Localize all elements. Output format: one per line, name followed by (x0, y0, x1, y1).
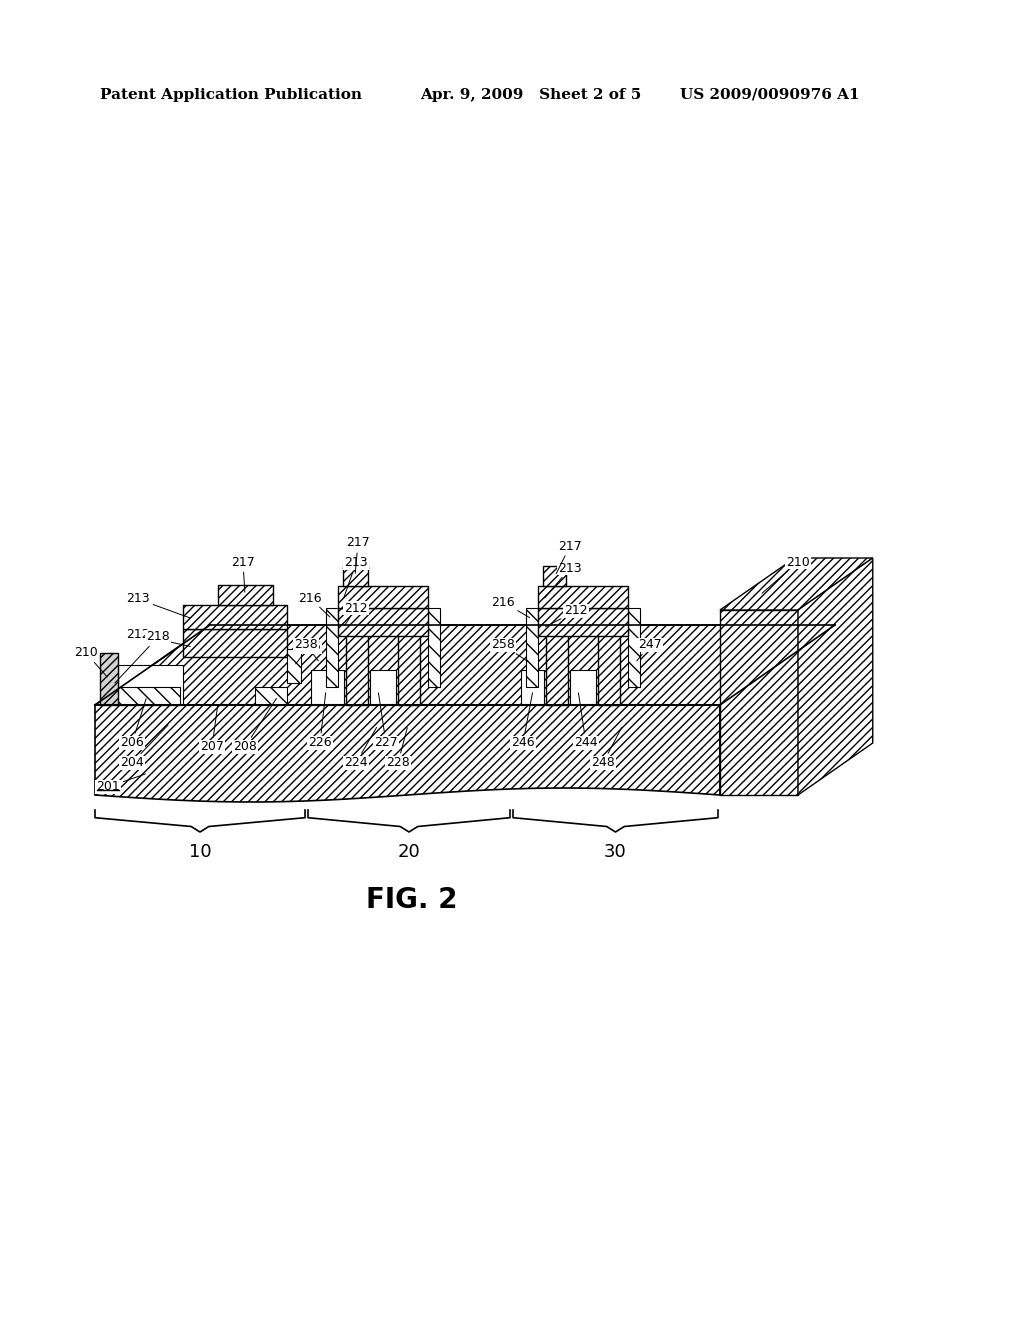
Polygon shape (326, 609, 338, 686)
Text: US 2009/0090976 A1: US 2009/0090976 A1 (680, 88, 859, 102)
Polygon shape (95, 705, 720, 803)
Text: 224: 224 (344, 727, 377, 770)
Polygon shape (255, 686, 287, 705)
Text: 216: 216 (492, 595, 529, 618)
Text: 218: 218 (115, 631, 170, 682)
Polygon shape (338, 609, 428, 636)
Polygon shape (538, 586, 628, 609)
Text: 212: 212 (546, 605, 588, 627)
Polygon shape (720, 624, 835, 795)
Polygon shape (398, 630, 420, 705)
Text: 212: 212 (126, 628, 190, 647)
Text: 216: 216 (298, 591, 330, 616)
Text: 201: 201 (96, 774, 145, 793)
Text: 206: 206 (120, 698, 146, 750)
Text: 258: 258 (492, 639, 527, 661)
Polygon shape (100, 653, 118, 705)
Text: 204: 204 (120, 725, 168, 770)
Polygon shape (720, 558, 872, 610)
Polygon shape (598, 630, 620, 705)
Polygon shape (628, 609, 640, 686)
Polygon shape (183, 605, 287, 630)
Polygon shape (183, 630, 287, 657)
Text: 217: 217 (231, 556, 255, 593)
Text: 30: 30 (604, 843, 627, 861)
Text: Patent Application Publication: Patent Application Publication (100, 88, 362, 102)
Text: Apr. 9, 2009   Sheet 2 of 5: Apr. 9, 2009 Sheet 2 of 5 (420, 88, 641, 102)
Polygon shape (118, 665, 183, 705)
Text: 213: 213 (545, 561, 582, 598)
Polygon shape (798, 558, 872, 795)
Polygon shape (95, 624, 835, 705)
Text: 217: 217 (346, 536, 370, 573)
Polygon shape (570, 671, 596, 705)
Text: 227: 227 (374, 693, 398, 750)
Text: 208: 208 (233, 698, 276, 754)
Text: 207: 207 (200, 706, 224, 754)
Polygon shape (546, 630, 568, 705)
Polygon shape (343, 566, 368, 586)
Text: 213: 213 (344, 557, 368, 598)
Polygon shape (538, 609, 628, 636)
Text: 246: 246 (511, 693, 535, 750)
Text: 228: 228 (386, 727, 410, 770)
Text: 213: 213 (126, 593, 190, 618)
Polygon shape (370, 671, 396, 705)
Polygon shape (428, 609, 440, 686)
Polygon shape (115, 686, 180, 705)
Polygon shape (521, 671, 544, 705)
Text: 248: 248 (591, 727, 622, 770)
Text: 210: 210 (74, 647, 108, 677)
Polygon shape (287, 649, 301, 682)
Text: 20: 20 (397, 843, 421, 861)
Text: 10: 10 (188, 843, 211, 861)
Text: 210: 210 (762, 556, 810, 593)
Polygon shape (543, 566, 566, 586)
Polygon shape (338, 586, 428, 609)
Text: 247: 247 (637, 639, 662, 661)
Text: 244: 244 (574, 693, 598, 750)
Text: FIG. 2: FIG. 2 (367, 886, 458, 913)
Polygon shape (311, 671, 344, 705)
Polygon shape (218, 585, 273, 605)
Polygon shape (526, 609, 538, 686)
Polygon shape (720, 610, 798, 795)
Text: 238: 238 (294, 639, 318, 661)
Text: 216: 216 (296, 640, 321, 664)
Text: 212: 212 (344, 602, 368, 626)
Text: 217: 217 (556, 540, 582, 573)
Text: 226: 226 (308, 693, 332, 750)
Polygon shape (346, 630, 368, 705)
